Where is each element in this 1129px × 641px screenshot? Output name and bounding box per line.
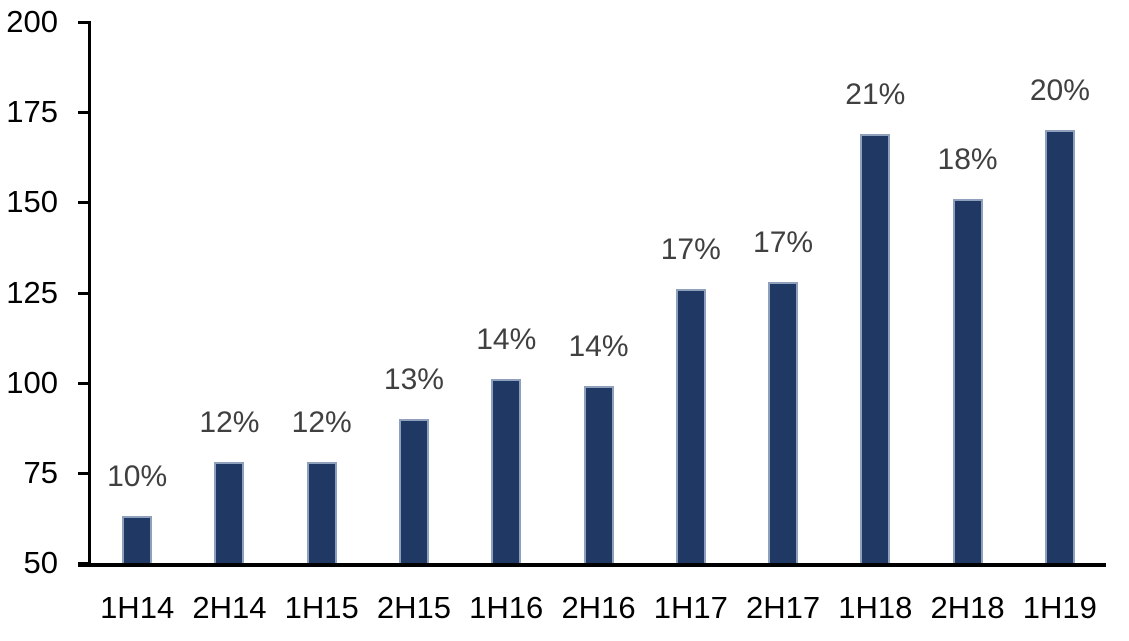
y-tick-mark [78,562,88,565]
y-tick-label: 200 [6,4,58,39]
x-category-label: 2H16 [561,590,636,625]
y-tick-mark [78,21,88,24]
bar [122,516,153,563]
bar [306,462,337,563]
bar-data-label: 12% [291,406,352,439]
bar [491,379,522,563]
x-category-label: 2H15 [376,590,452,625]
bar [768,281,799,563]
y-tick-mark [78,471,88,475]
x-category-label: 1H17 [653,590,728,625]
y-tick-label: 100 [6,364,58,400]
y-tick-label: 125 [6,274,58,310]
bar [398,418,429,563]
y-tick-label: 50 [23,545,58,580]
y-tick-label: 175 [6,94,58,130]
bar-data-label: 17% [660,232,721,266]
bar-data-label: 13% [383,362,444,396]
bar [1044,130,1075,563]
bar-data-label: 12% [199,406,260,439]
y-tick-mark [78,111,88,115]
bar-data-label: 20% [1029,74,1090,108]
bar-data-label: 17% [753,225,814,259]
bar-data-label: 14% [568,330,629,364]
bar [952,198,983,563]
x-category-label: 1H18 [838,590,913,625]
x-axis-line [78,563,1106,567]
y-tick-mark [78,291,88,295]
x-category-label: 1H14 [100,590,175,625]
y-axis-line [88,21,91,567]
bar-data-label: 14% [476,323,537,357]
x-category-label: 2H18 [930,590,1005,625]
bar-data-label: 18% [937,142,998,176]
bar-data-label: 21% [845,77,906,111]
y-tick-label: 75 [23,454,58,490]
x-category-label: 2H17 [745,590,821,625]
y-tick-mark [78,201,88,205]
bar [675,288,706,563]
y-tick-label: 150 [6,184,58,220]
x-category-label: 1H19 [1022,590,1097,625]
bar [214,462,245,563]
bar [583,386,614,563]
x-category-label: 1H15 [284,590,359,625]
bar [860,133,891,563]
x-category-label: 1H16 [469,590,544,625]
y-tick-mark [78,381,88,385]
x-category-label: 2H14 [192,590,267,625]
bar-data-label: 10% [107,460,168,494]
